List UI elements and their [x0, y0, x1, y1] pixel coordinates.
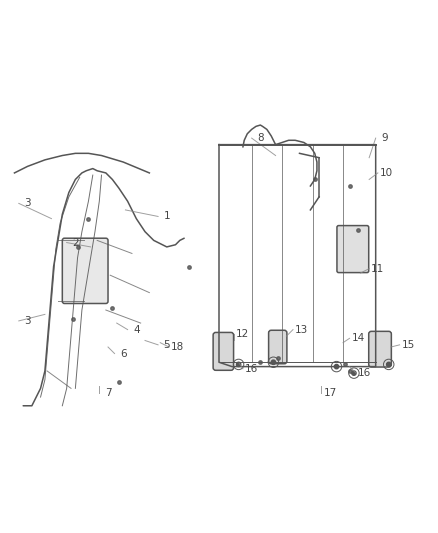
Text: 8: 8 — [257, 133, 264, 143]
Text: 1: 1 — [163, 212, 170, 221]
Circle shape — [271, 360, 276, 365]
Text: 5: 5 — [163, 340, 170, 350]
Text: 4: 4 — [133, 325, 140, 335]
Text: 3: 3 — [24, 316, 31, 326]
FancyBboxPatch shape — [213, 333, 233, 370]
Text: 7: 7 — [105, 387, 111, 398]
FancyBboxPatch shape — [369, 332, 391, 367]
Text: 18: 18 — [171, 342, 184, 352]
Text: 12: 12 — [237, 329, 250, 339]
Text: 16: 16 — [245, 364, 258, 374]
Text: 16: 16 — [358, 368, 371, 378]
Text: 6: 6 — [120, 349, 127, 359]
Circle shape — [237, 362, 241, 367]
FancyBboxPatch shape — [268, 330, 287, 364]
Text: 13: 13 — [295, 325, 308, 335]
Circle shape — [387, 362, 391, 367]
FancyBboxPatch shape — [62, 238, 108, 303]
Text: 10: 10 — [380, 168, 393, 178]
Text: 17: 17 — [323, 387, 337, 398]
Circle shape — [352, 371, 356, 375]
Text: 3: 3 — [24, 198, 31, 208]
Text: 2: 2 — [72, 238, 79, 247]
Text: 15: 15 — [402, 340, 415, 350]
Circle shape — [334, 365, 339, 369]
Text: 11: 11 — [371, 264, 385, 273]
FancyBboxPatch shape — [337, 225, 369, 272]
Text: 9: 9 — [381, 133, 388, 143]
Text: 14: 14 — [352, 333, 365, 343]
